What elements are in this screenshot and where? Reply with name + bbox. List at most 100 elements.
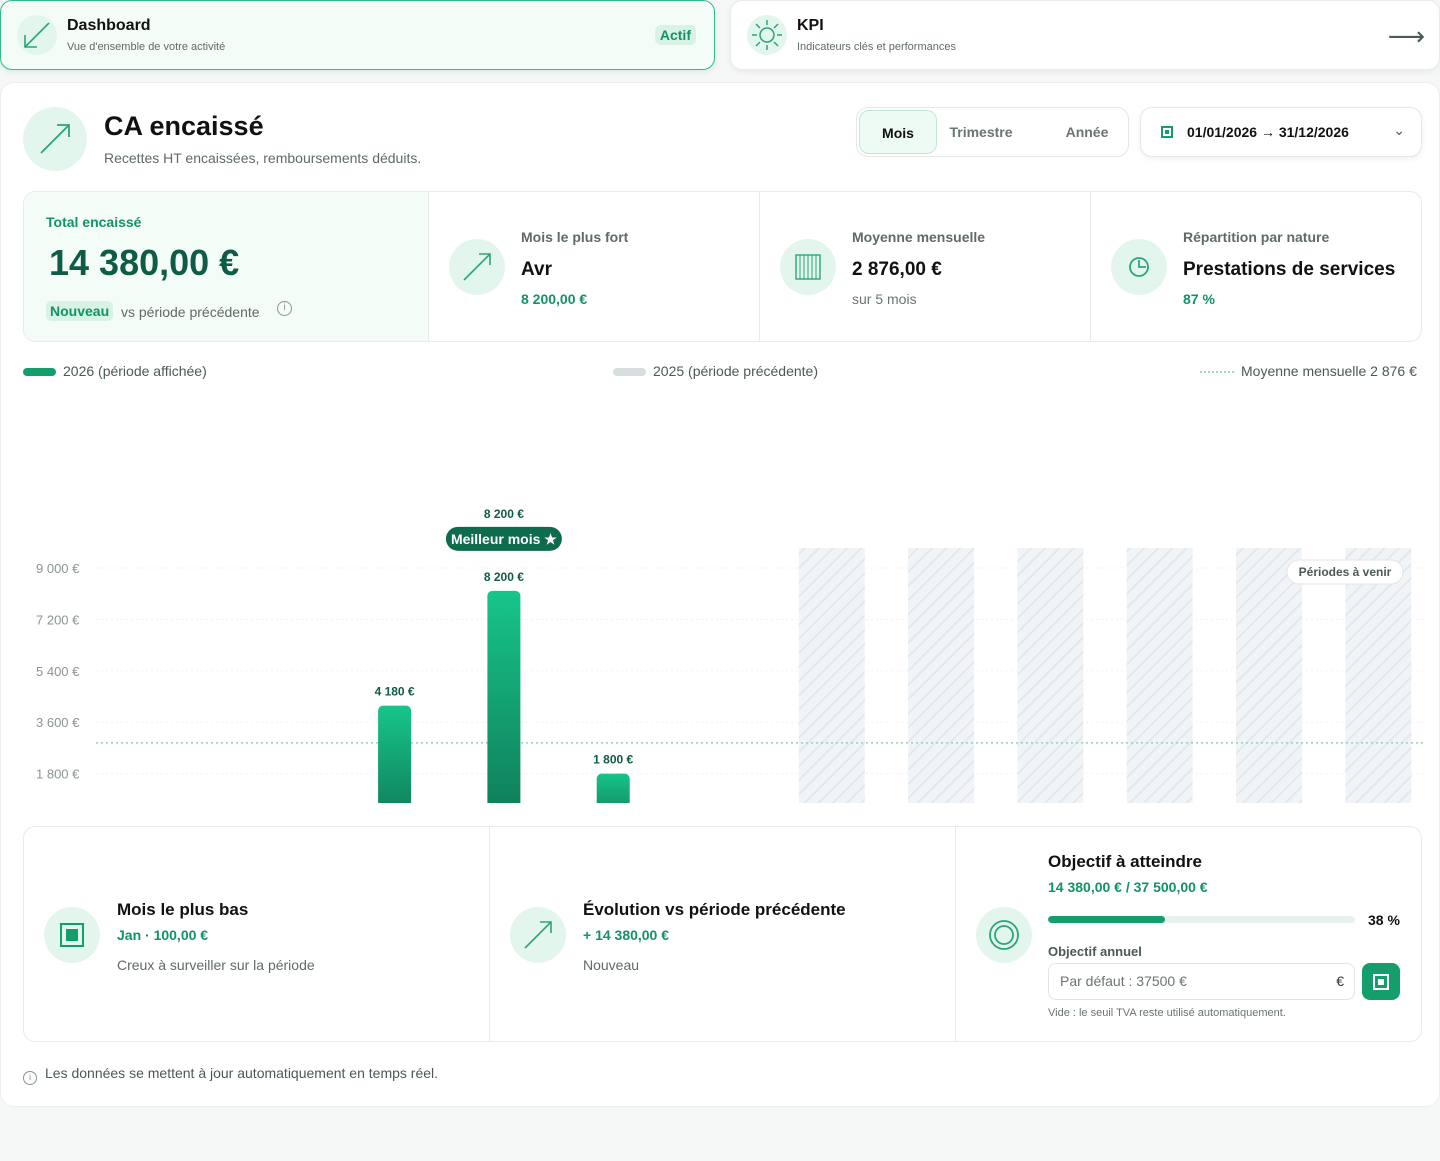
stat-best-month: Mois le plus fort Avr 8 200,00 € bbox=[429, 192, 760, 341]
future-period-column bbox=[798, 548, 865, 803]
lowest-sub: Creux à surveiller sur la période bbox=[117, 957, 315, 973]
stat-total-label: Total encaissé bbox=[46, 214, 142, 230]
revenue-chart: 0 €1 800 €3 600 €5 400 €7 200 €9 000 €10… bbox=[36, 507, 1423, 803]
objective-progress-fill bbox=[1048, 916, 1165, 923]
currency-label: € bbox=[1336, 973, 1344, 989]
sun-icon bbox=[747, 15, 787, 55]
period-month-button[interactable]: Mois bbox=[859, 110, 937, 154]
evolution-card: Évolution vs période précédente + 14 380… bbox=[490, 827, 956, 1041]
tab-kpi[interactable]: KPI Indicateurs clés et performances ⟶ bbox=[730, 0, 1440, 70]
legend-previous-swatch bbox=[613, 368, 646, 377]
legend-average: Moyenne mensuelle 2 876 € bbox=[1200, 363, 1417, 379]
objective-field-label: Objectif annuel bbox=[1048, 944, 1142, 959]
save-objective-button[interactable] bbox=[1362, 963, 1400, 1000]
stat-split-label: Répartition par nature bbox=[1183, 229, 1330, 245]
objective-card: Objectif à atteindre 14 380,00 € / 37 50… bbox=[956, 827, 1421, 1041]
page-title: CA encaissé bbox=[104, 111, 264, 141]
tab-kpi-title: KPI bbox=[797, 17, 824, 34]
legend-previous-label: 2025 (période précédente) bbox=[653, 363, 819, 379]
stat-best-sub: 8 200,00 € bbox=[521, 291, 588, 307]
period-selector: Mois Trimestre Année bbox=[856, 107, 1129, 157]
info-icon: i bbox=[23, 1071, 37, 1085]
arrow-right-icon[interactable]: ⟶ bbox=[1387, 21, 1425, 51]
period-year-button[interactable]: Année bbox=[1065, 124, 1109, 140]
calendar-icon bbox=[1161, 126, 1173, 138]
best-month-badge-label: Meilleur mois ★ bbox=[451, 531, 557, 547]
objective-value: 14 380,00 € / 37 500,00 € bbox=[1048, 879, 1208, 895]
legend-average-label: Moyenne mensuelle 2 876 € bbox=[1241, 363, 1417, 379]
stat-total-compare: vs période précédente bbox=[121, 304, 260, 320]
lowest-title: Mois le plus bas bbox=[117, 900, 249, 919]
y-tick-label: 7 200 € bbox=[36, 612, 80, 627]
best-month-value: 8 200 € bbox=[484, 507, 524, 521]
stat-avg-sub: sur 5 mois bbox=[852, 291, 917, 307]
stat-avg-value: 2 876,00 € bbox=[852, 259, 942, 280]
legend-average-swatch bbox=[1200, 371, 1234, 374]
stat-total-value: 14 380,00 € bbox=[49, 242, 240, 283]
y-tick-label: 9 000 € bbox=[36, 561, 80, 576]
stat-average: Moyenne mensuelle 2 876,00 € sur 5 mois bbox=[760, 192, 1091, 341]
evolution-sub: Nouveau bbox=[583, 957, 640, 973]
stats-row: Total encaissé 14 380,00 € Nouveau vs pé… bbox=[23, 191, 1422, 342]
bar-value-label: 1 800 € bbox=[593, 753, 633, 767]
target-icon bbox=[976, 907, 1032, 963]
objective-progress-bar bbox=[1048, 916, 1355, 923]
calendar-grid-icon bbox=[780, 239, 836, 295]
future-period-column bbox=[1017, 548, 1084, 803]
legend-current-swatch bbox=[23, 368, 56, 377]
bar-value-label: 8 200 € bbox=[484, 570, 524, 584]
y-tick-label: 3 600 € bbox=[36, 715, 80, 730]
stat-best-label: Mois le plus fort bbox=[521, 229, 629, 245]
lowest-value: Jan · 100,00 € bbox=[117, 927, 209, 943]
bar-value-label: 100 € bbox=[270, 801, 300, 803]
trend-up-icon bbox=[23, 107, 87, 171]
objective-percent: 38 % bbox=[1368, 912, 1400, 928]
date-range-select[interactable]: 01/01/2026 → 31/12/2026 ⌄ bbox=[1140, 107, 1422, 157]
page-subtitle: Recettes HT encaissées, remboursements d… bbox=[104, 150, 422, 166]
objective-input-placeholder: Par défaut : 37500 € bbox=[1060, 973, 1187, 989]
lowest-month-card: Mois le plus bas Jan · 100,00 € Creux à … bbox=[24, 827, 490, 1041]
active-badge: Actif bbox=[654, 25, 696, 45]
stat-split: Répartition par nature Prestations de se… bbox=[1091, 192, 1421, 341]
future-period-column bbox=[908, 548, 975, 803]
future-period-column bbox=[1126, 548, 1193, 803]
chevron-down-icon: ⌄ bbox=[1393, 122, 1405, 138]
bar-value-label: 100 € bbox=[161, 801, 191, 803]
evolution-title: Évolution vs période précédente bbox=[583, 900, 846, 919]
objective-title: Objectif à atteindre bbox=[1048, 852, 1202, 871]
objective-input[interactable]: Par défaut : 37500 € € bbox=[1048, 963, 1355, 1000]
main-panel: CA encaissé Recettes HT encaissées, remb… bbox=[0, 82, 1440, 1107]
tab-kpi-subtitle: Indicateurs clés et performances bbox=[797, 41, 956, 53]
footer-text: Les données se mettent à jour automatiqu… bbox=[45, 1065, 439, 1081]
new-badge: Nouveau bbox=[46, 301, 114, 321]
stat-split-value: Prestations de services bbox=[1183, 259, 1396, 280]
bar-value-label: 4 180 € bbox=[375, 685, 415, 699]
bottom-row: Mois le plus bas Jan · 100,00 € Creux à … bbox=[23, 826, 1422, 1042]
stat-best-value: Avr bbox=[521, 259, 552, 280]
bar-avr bbox=[487, 590, 521, 803]
save-icon bbox=[1373, 973, 1389, 990]
info-icon[interactable]: i bbox=[277, 301, 292, 316]
pie-chart-icon bbox=[1111, 239, 1167, 295]
tab-dashboard-subtitle: Vue d'ensemble de votre activité bbox=[67, 41, 226, 53]
future-period-column bbox=[1236, 548, 1302, 803]
objective-note: Vide : le seuil TVA reste utilisé automa… bbox=[1048, 1007, 1286, 1019]
stat-avg-label: Moyenne mensuelle bbox=[852, 229, 986, 245]
legend-previous: 2025 (période précédente) bbox=[613, 363, 818, 379]
period-quarter-button[interactable]: Trimestre bbox=[949, 124, 1013, 140]
footer-note: i Les données se mettent à jour automatiq… bbox=[23, 1065, 438, 1085]
future-periods-label: Périodes à venir bbox=[1299, 565, 1392, 579]
future-period-column bbox=[1345, 548, 1412, 803]
legend-current-label: 2026 (période affichée) bbox=[63, 363, 207, 379]
stat-split-sub: 87 % bbox=[1183, 291, 1215, 307]
y-tick-label: 1 800 € bbox=[36, 767, 80, 782]
bar-mar bbox=[378, 705, 412, 803]
stat-total: Total encaissé 14 380,00 € Nouveau vs pé… bbox=[24, 192, 429, 341]
trend-up-icon bbox=[449, 239, 505, 295]
square-icon bbox=[44, 907, 100, 963]
y-tick-label: 5 400 € bbox=[36, 664, 80, 679]
future-periods-chip bbox=[1286, 559, 1404, 585]
date-range-value: 01/01/2026 → 31/12/2026 bbox=[1187, 124, 1349, 140]
tab-dashboard[interactable]: Dashboard Vue d'ensemble de votre activi… bbox=[0, 0, 715, 70]
best-month-badge bbox=[445, 526, 562, 551]
